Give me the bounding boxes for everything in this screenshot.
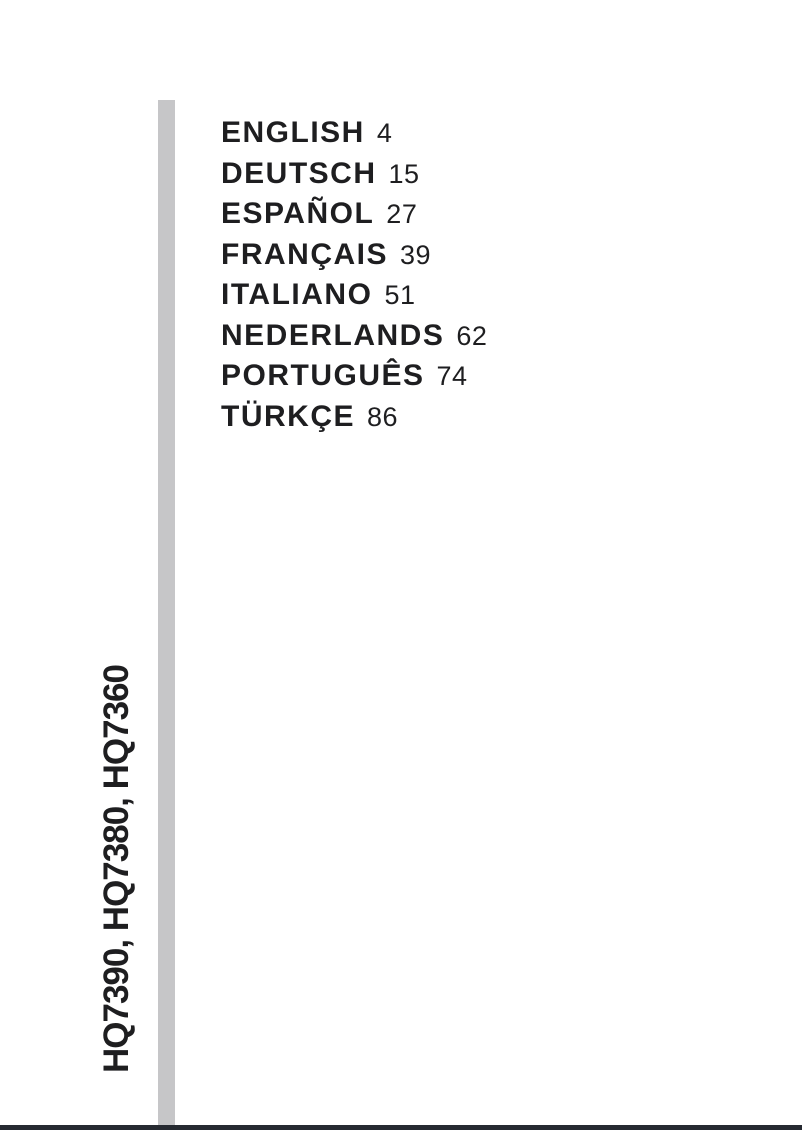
toc-language-label: FRANÇAIS (221, 237, 388, 271)
toc-page-number: 74 (436, 361, 468, 391)
toc-page-number: 86 (367, 401, 399, 432)
toc-entry-row: PORTUGUÊS 74 (221, 356, 487, 397)
toc-page-number: 51 (384, 280, 416, 310)
toc-language-label: TÜRKÇE (221, 399, 355, 433)
toc-language-label: ESPAÑOL (221, 197, 375, 230)
toc-language-label: PORTUGUÊS (221, 359, 425, 392)
toc-page-number: 15 (388, 158, 420, 189)
model-numbers-vertical-label: HQ7390, HQ7380, HQ7360 (97, 665, 136, 1073)
toc-entry-row: TÜRKÇE 86 (221, 397, 487, 438)
toc-entry-row: ENGLISH 4 (221, 113, 487, 154)
toc-entry-row: ESPAÑOL 27 (221, 194, 487, 235)
toc-entry-row: NEDERLANDS 62 (221, 316, 487, 357)
toc-language-label: ITALIANO (221, 278, 373, 311)
vertical-divider-bar (158, 100, 175, 1126)
language-toc-list: ENGLISH 4 DEUTSCH 15 ESPAÑOL 27 FRANÇAIS… (221, 113, 487, 437)
toc-language-label: NEDERLANDS (221, 318, 445, 352)
bottom-rule-line (0, 1125, 802, 1130)
toc-entry-row: DEUTSCH 15 (221, 154, 487, 195)
toc-language-label: ENGLISH (221, 116, 365, 149)
toc-page-number: 39 (400, 239, 432, 270)
toc-page-number: 27 (386, 199, 418, 229)
toc-page-number: 62 (456, 320, 488, 351)
toc-page-number: 4 (376, 118, 393, 148)
toc-entry-row: ITALIANO 51 (221, 275, 487, 316)
toc-language-label: DEUTSCH (221, 156, 377, 190)
toc-entry-row: FRANÇAIS 39 (221, 235, 487, 276)
